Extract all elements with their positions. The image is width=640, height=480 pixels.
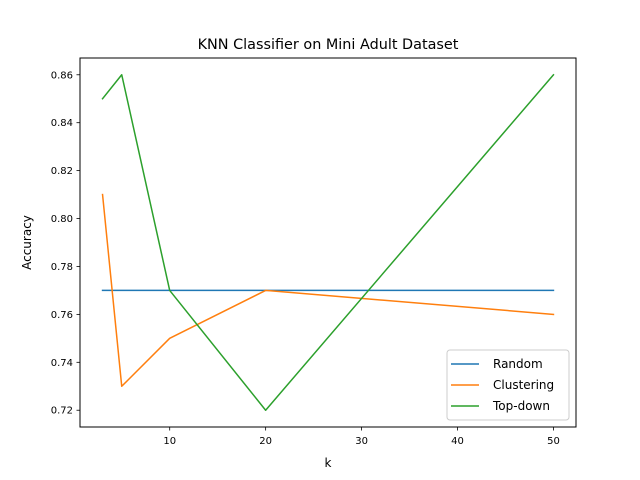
legend-label-random: Random [493, 357, 543, 371]
x-tick-label: 30 [355, 436, 368, 447]
y-axis-label: Accuracy [20, 215, 34, 270]
y-tick-label: 0.76 [51, 310, 73, 321]
x-axis: 10 20 30 40 50 [163, 427, 560, 447]
series-line-top-down [101, 73, 555, 411]
x-tick-label: 40 [451, 436, 464, 447]
legend-label-clustering: Clustering [493, 378, 554, 392]
y-tick-label: 0.80 [51, 214, 73, 225]
chart-title: KNN Classifier on Mini Adult Dataset [198, 37, 459, 53]
legend-box [446, 349, 570, 421]
x-tick-label: 50 [547, 436, 560, 447]
y-tick-label: 0.86 [51, 70, 73, 81]
legend-label-top-down: Top-down [492, 399, 550, 413]
y-tick-label: 0.72 [51, 406, 73, 417]
x-tick-label: 10 [163, 436, 176, 447]
series-layer [101, 73, 555, 411]
x-tick-label: 20 [259, 436, 272, 447]
plot-frame [79, 57, 577, 428]
legend: Random Clustering Top-down [446, 349, 570, 421]
y-tick-label: 0.78 [51, 262, 73, 273]
y-tick-label: 0.84 [51, 118, 73, 129]
y-axis: 0.72 0.74 0.76 0.78 0.80 0.82 0.84 0.86 [51, 70, 80, 417]
y-tick-label: 0.74 [51, 358, 73, 369]
x-axis-label: k [325, 456, 332, 470]
y-tick-label: 0.82 [51, 166, 73, 177]
